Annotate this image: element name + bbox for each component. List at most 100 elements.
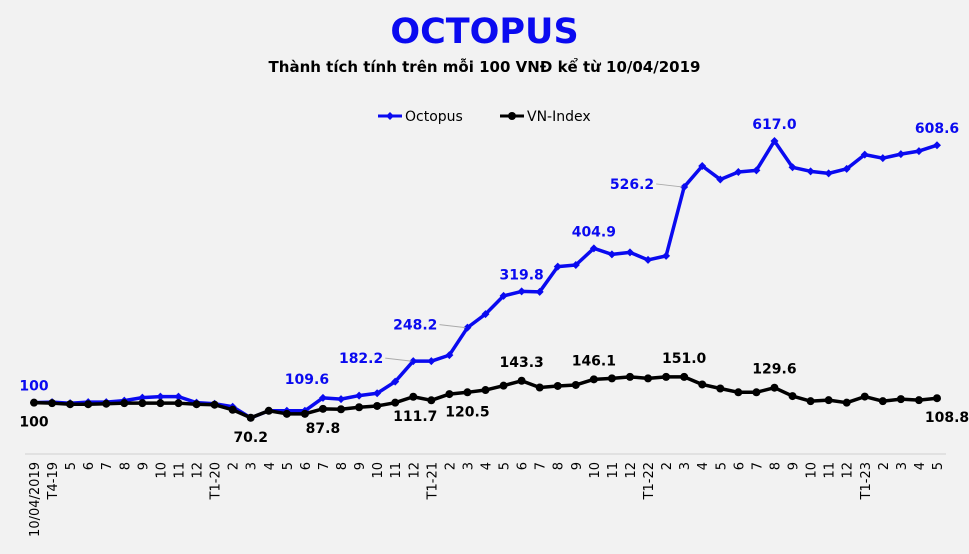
x-tick-label: 2 [227,462,242,470]
x-tick-label: 2 [660,462,675,470]
data-point [896,395,905,404]
data-point [156,392,165,401]
data-point [662,251,671,260]
data-point [589,244,598,253]
x-tick-label: 10 [154,462,169,479]
legend-label: VN-Index [527,109,591,125]
data-label: 608.6 [915,121,959,137]
legend-label: Octopus [405,109,463,125]
x-tick-label: 4 [913,462,928,470]
data-point [824,169,833,178]
data-point [355,403,364,412]
data-point [499,381,508,390]
data-point [644,255,653,264]
data-label: 526.2 [610,177,654,193]
data-point [553,381,562,390]
data-point [282,409,291,418]
x-tick-label: 7 [534,462,549,470]
data-point [734,168,743,177]
data-point [752,166,761,175]
data-point [337,405,346,414]
data-point [120,399,129,408]
x-tick-label: 12 [191,462,206,479]
data-label: 108.8 [925,410,969,426]
x-tick-label: 11 [172,462,187,479]
legend-marker-icon [386,112,394,120]
legend-item-octopus: Octopus [378,109,463,125]
data-point [535,287,544,296]
data-point [463,388,472,397]
data-label: 617.0 [752,117,797,133]
data-point [770,383,779,392]
data-point [914,396,923,405]
x-tick-label: 4 [263,462,278,470]
leader-line [439,324,466,329]
data-point [409,392,418,401]
data-label: 87.8 [306,421,341,437]
data-point [625,248,634,257]
data-label: 248.2 [393,318,437,334]
data-point [806,397,815,406]
data-point [788,392,797,401]
data-label: 404.9 [572,224,616,240]
data-point [607,250,616,259]
data-point [481,386,490,395]
data-point [192,400,201,409]
x-tick-label: 2 [443,462,458,470]
x-tick-label: 10 [588,462,603,479]
x-tick-label: 2 [877,462,892,470]
data-point [842,164,851,173]
data-point [264,406,273,415]
data-point [445,390,454,399]
x-tick-label: 8 [335,462,350,470]
leader-line [656,183,683,188]
x-tick-label: 11 [606,462,621,479]
data-point [30,398,38,407]
x-tick-label: 9 [353,462,368,470]
x-tick-label: 3 [678,462,693,470]
data-point [391,398,400,407]
data-point [84,400,93,409]
data-point [770,136,779,145]
legend: Octopus VN-Index [378,109,591,125]
series-vn-index: 100 70.2 87.8 111.7 120.5 143.3 146.1 151.0 129.… [19,351,969,446]
data-point [337,395,346,404]
data-point [752,388,761,397]
data-point [824,396,833,405]
x-tick-label: 10/04/2019 [28,462,43,537]
data-point [102,399,111,408]
x-tick-label: 4 [696,462,711,470]
series-octopus: 100 109.6 182.2 248.2 319.8 404.9 526.2 617.0 60… [19,117,959,422]
x-tick-label: 5 [498,462,513,470]
data-point [409,357,418,366]
data-point [896,150,905,159]
x-tick-label: 6 [516,462,531,470]
x-tick-label: 5 [714,462,729,470]
data-point [318,404,327,413]
data-point [625,372,634,381]
data-point [553,262,562,271]
data-point [589,375,598,384]
x-tick-label: 6 [732,462,747,470]
data-point [355,391,364,400]
data-point [246,413,255,422]
data-point [373,389,382,398]
x-tick-label: 9 [570,462,585,470]
data-point [662,372,671,381]
data-label: 111.7 [393,409,437,425]
data-point [716,175,725,184]
legend-marker-icon [508,112,516,120]
data-point [644,374,653,383]
data-point [300,409,309,418]
x-tick-label: 8 [768,462,783,470]
data-point [463,323,472,332]
x-tick-label: 5 [931,462,946,470]
x-tick-label: 3 [245,462,260,470]
data-label: 129.6 [752,362,796,378]
data-point [842,398,851,407]
data-point [174,392,183,401]
data-point [481,310,490,319]
data-point [210,400,219,409]
chart-subtitle: Thành tích tính trên mỗi 100 VNĐ kể từ 1… [268,58,701,76]
